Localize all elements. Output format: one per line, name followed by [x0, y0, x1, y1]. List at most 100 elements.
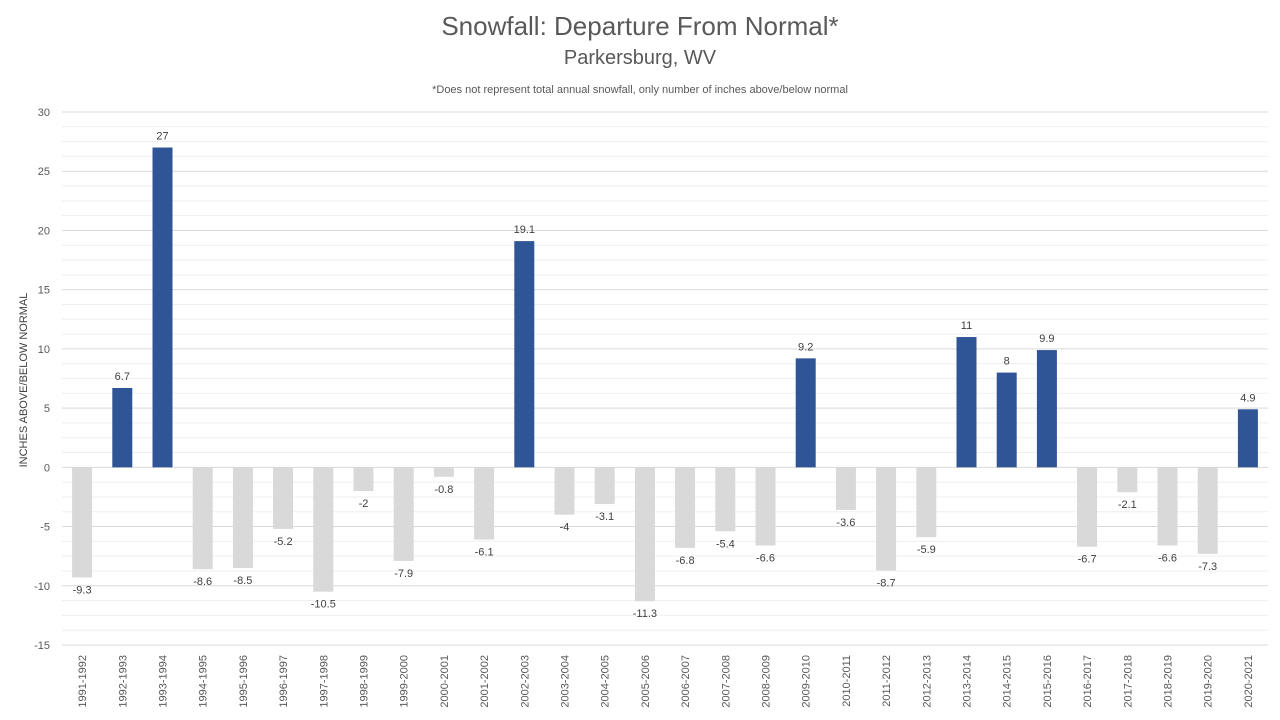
bar — [675, 467, 696, 548]
x-tick-label: 1996-1997 — [278, 655, 290, 708]
data-label: -8.6 — [193, 576, 212, 588]
data-label: -7.9 — [394, 568, 413, 580]
x-tick-label: 2015-2016 — [1042, 655, 1054, 708]
bar — [192, 467, 213, 570]
data-label: 8 — [1004, 356, 1010, 368]
data-label: -6.6 — [1158, 553, 1177, 565]
x-tick-label: 1998-1999 — [359, 655, 371, 708]
y-tick-label: 0 — [44, 462, 50, 474]
bar — [393, 467, 414, 561]
bar — [1117, 467, 1138, 493]
x-tick-label: 1997-1998 — [318, 655, 330, 708]
x-tick-label: 2002-2003 — [519, 655, 531, 708]
data-labels: -9.3 6.7 27 -8.6 -8.5 -5.2 -10.5 -2 -7.9 -0.8 -6.1… — [73, 131, 1256, 621]
x-tick-label: 2016-2017 — [1082, 655, 1094, 708]
x-tick-label: 2004-2005 — [600, 655, 612, 708]
bar — [755, 467, 776, 546]
y-axis-ticks: 30 25 20 15 10 5 0 -5 -10 -15 — [34, 107, 50, 652]
bars — [72, 147, 1258, 602]
x-tick-label: 2003-2004 — [560, 655, 572, 708]
bar — [353, 467, 374, 492]
x-tick-label: 2001-2002 — [479, 655, 491, 708]
bar — [996, 372, 1017, 468]
bar — [1077, 467, 1098, 547]
bar — [715, 467, 736, 532]
bar — [1197, 467, 1218, 554]
bar — [795, 358, 816, 468]
bar — [1036, 350, 1057, 468]
x-tick-label: 2012-2013 — [921, 655, 933, 708]
data-label: -9.3 — [73, 584, 92, 596]
x-tick-label: 2018-2019 — [1163, 655, 1175, 708]
x-axis-ticks: 1991-1992 1992-1993 1993-1994 1994-1995 1995… — [77, 655, 1255, 708]
x-tick-label: 2010-2011 — [841, 655, 853, 707]
y-tick-label: 10 — [38, 344, 50, 356]
x-tick-label: 1992-1993 — [117, 655, 129, 708]
data-label: -2 — [359, 498, 369, 510]
data-label: 9.9 — [1039, 333, 1054, 345]
x-tick-label: 2020-2021 — [1243, 655, 1255, 708]
x-tick-label: 2011-2012 — [881, 655, 893, 707]
x-tick-label: 1993-1994 — [158, 655, 170, 708]
data-label: -2.1 — [1118, 499, 1137, 511]
data-label: 9.2 — [798, 341, 813, 353]
x-tick-label: 2007-2008 — [720, 655, 732, 708]
bar — [916, 467, 937, 538]
data-label: -6.1 — [475, 547, 494, 559]
data-label: -5.2 — [274, 536, 293, 548]
data-label: 27 — [156, 131, 168, 143]
x-tick-label: 2019-2020 — [1203, 655, 1215, 708]
x-tick-label: 2009-2010 — [801, 655, 813, 708]
chart-title: Snowfall: Departure From Normal* — [441, 11, 838, 41]
data-label: -5.9 — [917, 544, 936, 556]
x-tick-label: 1994-1995 — [198, 655, 210, 708]
bar — [1237, 409, 1258, 468]
y-tick-label: 30 — [38, 107, 50, 119]
x-tick-label: 2000-2001 — [439, 655, 451, 708]
x-tick-label: 2006-2007 — [680, 655, 692, 708]
x-tick-label: 1995-1996 — [238, 655, 250, 708]
data-label: -8.5 — [233, 575, 252, 587]
data-label: 11 — [961, 320, 972, 332]
y-tick-label: 15 — [38, 285, 50, 297]
data-label: -0.8 — [434, 484, 453, 496]
x-tick-label: 1999-2000 — [399, 655, 411, 708]
bar — [554, 467, 575, 515]
y-tick-label: -15 — [34, 640, 50, 652]
bar — [433, 467, 454, 477]
x-tick-label: 2005-2006 — [640, 655, 652, 708]
x-tick-label: 1991-1992 — [77, 655, 89, 708]
x-tick-label: 2008-2009 — [761, 655, 773, 708]
data-label: -8.7 — [877, 577, 896, 589]
x-tick-label: 2014-2015 — [1002, 655, 1014, 708]
data-label: -4 — [560, 522, 570, 534]
bar — [112, 387, 133, 468]
bar — [876, 467, 897, 571]
bar — [956, 337, 977, 468]
data-label: 19.1 — [514, 224, 535, 236]
bar — [313, 467, 334, 592]
data-label: 4.9 — [1240, 392, 1255, 404]
y-tick-label: 20 — [38, 225, 50, 237]
data-label: -3.1 — [595, 511, 614, 523]
data-label: -7.3 — [1198, 561, 1217, 573]
y-axis-label: INCHES ABOVE/BELOW NORMAL — [18, 293, 30, 468]
data-label: -3.6 — [836, 517, 855, 529]
y-tick-label: 25 — [38, 166, 50, 178]
data-label: -10.5 — [311, 599, 336, 611]
bar — [273, 467, 294, 529]
bar — [594, 467, 615, 505]
y-tick-label: -10 — [34, 581, 50, 593]
bar — [72, 467, 93, 578]
data-label: -6.6 — [756, 553, 775, 565]
bar — [514, 241, 535, 468]
data-label: -5.4 — [716, 538, 735, 550]
chart-note: *Does not represent total annual snowfal… — [432, 84, 848, 96]
bar — [232, 467, 253, 569]
bar — [152, 147, 173, 468]
data-label: -11.3 — [633, 608, 657, 620]
data-label: -6.8 — [676, 555, 695, 567]
x-tick-label: 2017-2018 — [1122, 655, 1134, 708]
data-label: -6.7 — [1078, 554, 1097, 566]
